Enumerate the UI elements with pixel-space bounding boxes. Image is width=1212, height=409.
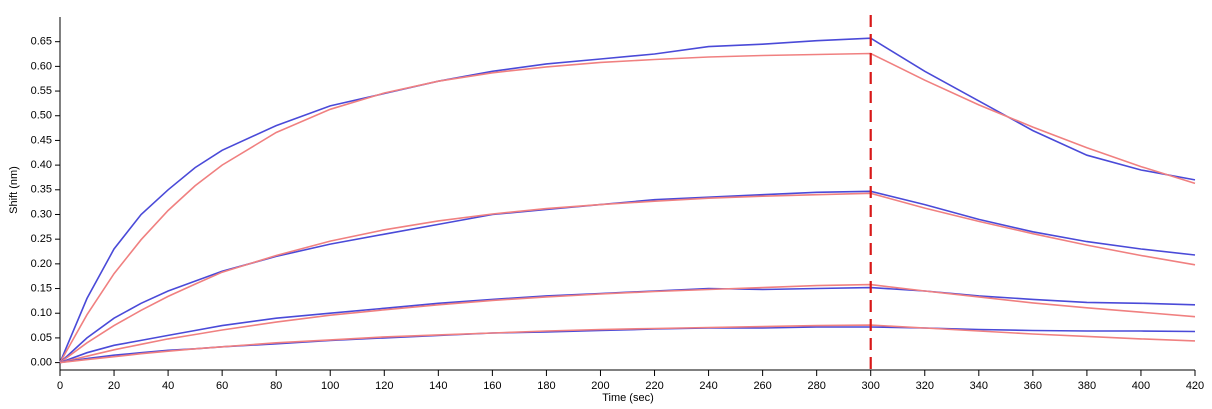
series-line <box>59 192 1196 364</box>
y-tick-label: 0.35 <box>31 184 52 196</box>
y-tick-label: 0.50 <box>31 110 52 122</box>
x-tick-label: 220 <box>645 380 663 392</box>
series-line <box>59 286 1196 364</box>
series-line <box>59 37 1196 363</box>
x-tick-label: 0 <box>57 380 63 392</box>
y-tick-label: 0.10 <box>31 307 52 319</box>
x-tick-label: 240 <box>699 380 717 392</box>
y-tick-label: 0.55 <box>31 85 52 97</box>
x-tick-label: 120 <box>375 380 393 392</box>
x-tick-label: 20 <box>108 380 120 392</box>
x-tick-label: 300 <box>862 380 880 392</box>
x-tick-label: 180 <box>537 380 555 392</box>
y-tick-label: 0.20 <box>31 258 52 270</box>
y-tick-label: 0.40 <box>31 159 52 171</box>
series-line <box>59 326 1196 364</box>
x-tick-label: 60 <box>216 380 228 392</box>
series-line <box>59 52 1196 363</box>
x-tick-label: 140 <box>429 380 447 392</box>
x-tick-label: 320 <box>916 380 934 392</box>
x-tick-label: 160 <box>483 380 501 392</box>
y-tick-label: 0.45 <box>31 134 52 146</box>
x-tick-label: 380 <box>1078 380 1096 392</box>
y-tick-label: 0.65 <box>31 36 52 48</box>
x-tick-label: 400 <box>1132 380 1150 392</box>
y-tick-label: 0.60 <box>31 60 52 72</box>
x-tick-label: 360 <box>1024 380 1042 392</box>
x-axis-label: Time (sec) <box>602 392 654 404</box>
x-tick-label: 340 <box>970 380 988 392</box>
x-tick-label: 280 <box>807 380 825 392</box>
y-tick-label: 0.05 <box>31 332 52 344</box>
y-axis-label: Shift (nm) <box>8 166 20 214</box>
x-tick-label: 100 <box>321 380 339 392</box>
x-tick-label: 420 <box>1186 380 1204 392</box>
y-tick-label: 0.15 <box>31 282 52 294</box>
x-tick-label: 200 <box>591 380 609 392</box>
y-tick-label: 0.00 <box>31 357 52 369</box>
x-tick-label: 80 <box>270 380 282 392</box>
series-line <box>59 283 1196 364</box>
x-tick-label: 40 <box>162 380 174 392</box>
series-line <box>59 324 1196 364</box>
y-tick-label: 0.25 <box>31 233 52 245</box>
series-line <box>59 190 1196 364</box>
x-tick-label: 260 <box>753 380 771 392</box>
y-tick-label: 0.30 <box>31 208 52 220</box>
